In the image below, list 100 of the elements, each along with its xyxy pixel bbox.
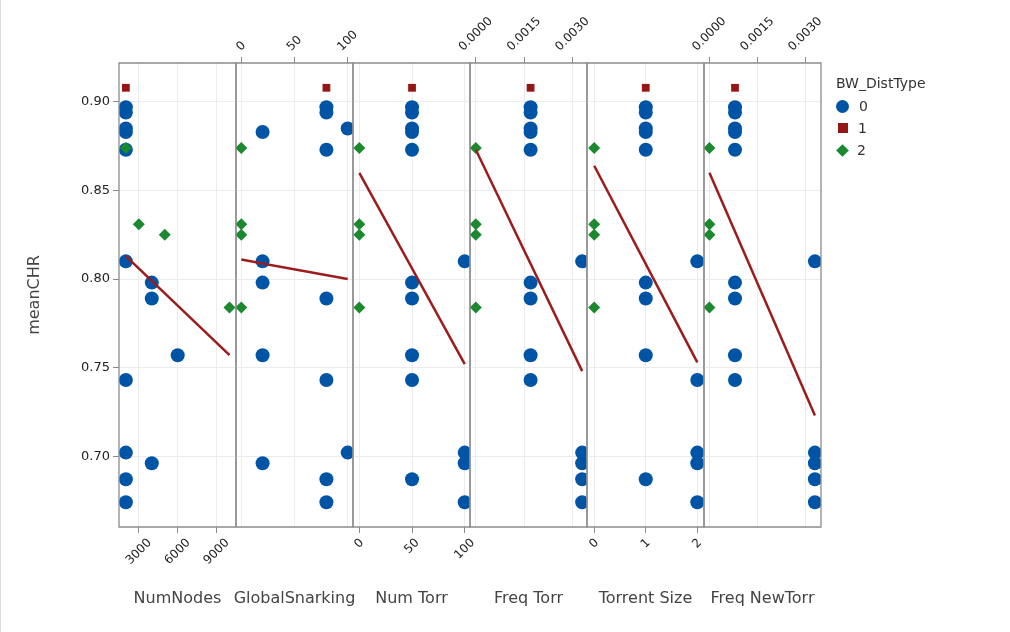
point (119, 445, 133, 460)
y-axis-title: meanCHR (23, 255, 43, 335)
x-axis-title: Freq Torr (493, 588, 564, 607)
x-axis-title: GlobalSnarking (233, 588, 356, 607)
point (457, 456, 470, 471)
point (638, 472, 653, 487)
point (588, 301, 601, 314)
y-tick-label: 0.75 (81, 358, 110, 374)
point (319, 373, 334, 388)
point (728, 275, 743, 290)
point (731, 83, 739, 92)
point (588, 218, 601, 231)
point (119, 373, 133, 388)
point (523, 275, 538, 290)
point (470, 218, 482, 231)
point (638, 142, 653, 157)
point (170, 348, 185, 363)
point (319, 472, 334, 487)
point (807, 254, 821, 269)
point (470, 228, 482, 241)
point (641, 83, 650, 92)
x-axis-title: Freq NewTorr (710, 588, 815, 607)
y-tick-label: 0.70 (81, 447, 110, 463)
y-tick-label: 0.80 (81, 270, 110, 286)
point (236, 228, 248, 241)
point (144, 291, 159, 306)
point (638, 275, 653, 290)
point (526, 83, 535, 92)
legend-title: BW_DistType (836, 75, 927, 91)
point (255, 275, 270, 290)
legend-label: 1 (858, 120, 867, 136)
point (704, 142, 716, 155)
point (405, 348, 420, 363)
point (405, 291, 420, 306)
point (353, 218, 366, 231)
point (132, 218, 145, 231)
point (255, 456, 270, 471)
point (638, 291, 653, 306)
legend-label: 2 (857, 142, 866, 158)
point (457, 254, 470, 269)
point (405, 472, 420, 487)
point (158, 228, 171, 241)
point (470, 301, 482, 314)
point (408, 83, 416, 92)
point (353, 228, 366, 241)
point (119, 495, 133, 510)
point (353, 142, 366, 155)
point (457, 495, 470, 510)
x-tick-label: 0 (233, 38, 249, 54)
y-tick-label: 0.90 (81, 93, 110, 109)
point (255, 125, 270, 140)
point (319, 291, 334, 306)
point (728, 348, 743, 363)
point (523, 373, 538, 388)
point (340, 121, 353, 136)
x-tick-label: 0 (585, 535, 602, 551)
x-tick-label: 50 (283, 32, 305, 54)
point (704, 218, 716, 231)
point (728, 373, 743, 388)
x-tick-label: 100 (334, 27, 361, 54)
point (588, 228, 601, 241)
point (728, 142, 743, 157)
x-axis-title: Num Torr (375, 588, 448, 607)
point (807, 495, 821, 510)
point (236, 301, 248, 314)
point (319, 142, 334, 157)
point (405, 373, 420, 388)
point (319, 495, 334, 510)
point (728, 291, 743, 306)
point (690, 495, 704, 510)
point (588, 142, 601, 155)
point (121, 83, 130, 92)
legend-label: 0 (859, 98, 868, 114)
y-tick-label: 0.85 (81, 181, 110, 197)
point (523, 291, 538, 306)
point (236, 218, 248, 231)
x-axis-title: Torrent Size (598, 588, 693, 607)
point (144, 456, 159, 471)
point (119, 472, 133, 487)
point (690, 373, 704, 388)
x-tick-label: 0 (351, 535, 367, 551)
x-tick-label: 2 (689, 535, 705, 551)
point (340, 445, 353, 460)
point (690, 254, 704, 269)
point (807, 472, 821, 487)
point (704, 228, 716, 241)
point (353, 301, 366, 314)
point (523, 142, 538, 157)
point (223, 301, 236, 314)
x-axis-title: NumNodes (133, 588, 222, 607)
point (405, 142, 420, 157)
point (236, 142, 248, 155)
point (704, 301, 716, 314)
point (405, 275, 420, 290)
point (807, 456, 821, 471)
point (690, 456, 704, 471)
point (638, 348, 653, 363)
point (523, 348, 538, 363)
x-tick-label: 1 (637, 535, 653, 551)
point (322, 83, 331, 92)
